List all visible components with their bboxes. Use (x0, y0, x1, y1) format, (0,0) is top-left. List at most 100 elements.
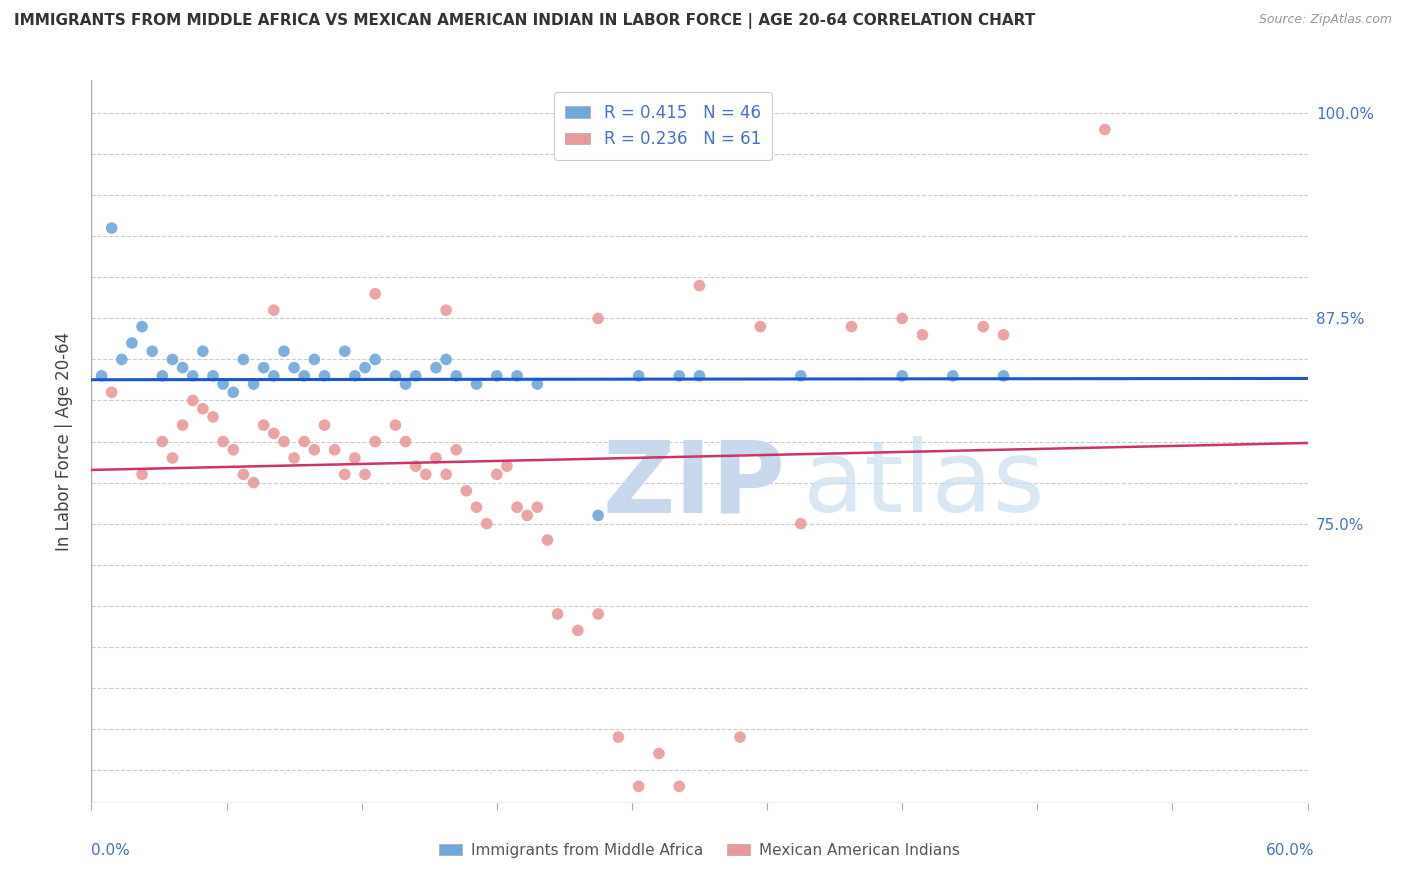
Point (222, 385, 245, 400)
Point (688, 278, 710, 293)
Point (364, 352, 387, 367)
Point (627, 780, 650, 794)
Point (131, 467, 153, 482)
Point (212, 434, 235, 449)
Text: ZIP: ZIP (602, 436, 785, 533)
Point (343, 368, 366, 383)
Point (354, 360, 377, 375)
Point (273, 344, 295, 359)
Point (444, 368, 467, 383)
Point (790, 516, 813, 531)
Legend: Immigrants from Middle Africa, Mexican American Indians: Immigrants from Middle Africa, Mexican A… (433, 837, 966, 863)
Point (425, 450, 447, 465)
Text: atlas: atlas (803, 436, 1045, 533)
Point (100, 804, 122, 818)
Point (891, 368, 914, 383)
Point (242, 475, 264, 490)
Point (485, 467, 508, 482)
Point (1094, 122, 1116, 136)
Point (425, 360, 447, 375)
Point (456, 483, 478, 498)
Point (434, 352, 457, 367)
Point (627, 368, 650, 383)
Point (263, 303, 285, 318)
Point (891, 311, 914, 326)
Point (434, 303, 457, 318)
Point (668, 368, 690, 383)
Point (323, 442, 346, 457)
Point (304, 352, 326, 367)
Point (131, 319, 153, 334)
Point (516, 508, 538, 523)
Point (405, 368, 427, 383)
Point (202, 409, 225, 424)
Point (150, 434, 173, 449)
Point (343, 450, 366, 465)
Point (434, 467, 457, 482)
Point (314, 418, 336, 433)
Point (333, 467, 356, 482)
Point (283, 450, 305, 465)
Point (232, 352, 254, 367)
Point (333, 344, 356, 359)
Point (191, 401, 214, 416)
Point (728, 730, 751, 744)
Point (586, 607, 609, 621)
Point (384, 368, 406, 383)
Point (172, 418, 194, 433)
Point (253, 418, 276, 433)
Point (841, 319, 863, 334)
Point (242, 377, 264, 392)
Point (607, 730, 630, 744)
Point (688, 368, 710, 383)
Point (586, 508, 609, 523)
Point (485, 368, 508, 383)
Point (496, 459, 519, 474)
Point (364, 434, 387, 449)
Text: 0.0%: 0.0% (91, 843, 131, 858)
Point (253, 360, 276, 375)
Point (465, 500, 488, 515)
Point (749, 319, 772, 334)
Point (506, 368, 529, 383)
Text: IMMIGRANTS FROM MIDDLE AFRICA VS MEXICAN AMERICAN INDIAN IN LABOR FORCE | AGE 20: IMMIGRANTS FROM MIDDLE AFRICA VS MEXICAN… (14, 13, 1035, 29)
Point (141, 344, 163, 359)
Point (162, 450, 184, 465)
Point (222, 442, 245, 457)
Y-axis label: In Labor Force | Age 20-64: In Labor Force | Age 20-64 (55, 332, 73, 551)
Point (444, 442, 467, 457)
Point (162, 352, 184, 367)
Point (314, 368, 336, 383)
Point (993, 368, 1015, 383)
Point (526, 377, 548, 392)
Point (263, 368, 285, 383)
Point (384, 418, 406, 433)
Point (304, 442, 326, 457)
Point (150, 368, 173, 383)
Point (465, 377, 488, 392)
Point (526, 500, 548, 515)
Text: 60.0%: 60.0% (1267, 843, 1315, 858)
Point (648, 747, 671, 761)
Point (212, 377, 235, 392)
Point (668, 780, 690, 794)
Point (942, 368, 965, 383)
Point (191, 344, 214, 359)
Point (394, 377, 416, 392)
Point (181, 393, 204, 408)
Point (354, 467, 377, 482)
Point (100, 221, 122, 235)
Point (790, 368, 813, 383)
Point (567, 624, 589, 638)
Point (292, 368, 315, 383)
Point (586, 311, 609, 326)
Point (405, 459, 427, 474)
Point (263, 426, 285, 441)
Point (506, 500, 529, 515)
Point (90, 368, 112, 383)
Point (415, 467, 437, 482)
Point (232, 467, 254, 482)
Point (475, 516, 498, 531)
Point (273, 434, 295, 449)
Point (911, 327, 934, 342)
